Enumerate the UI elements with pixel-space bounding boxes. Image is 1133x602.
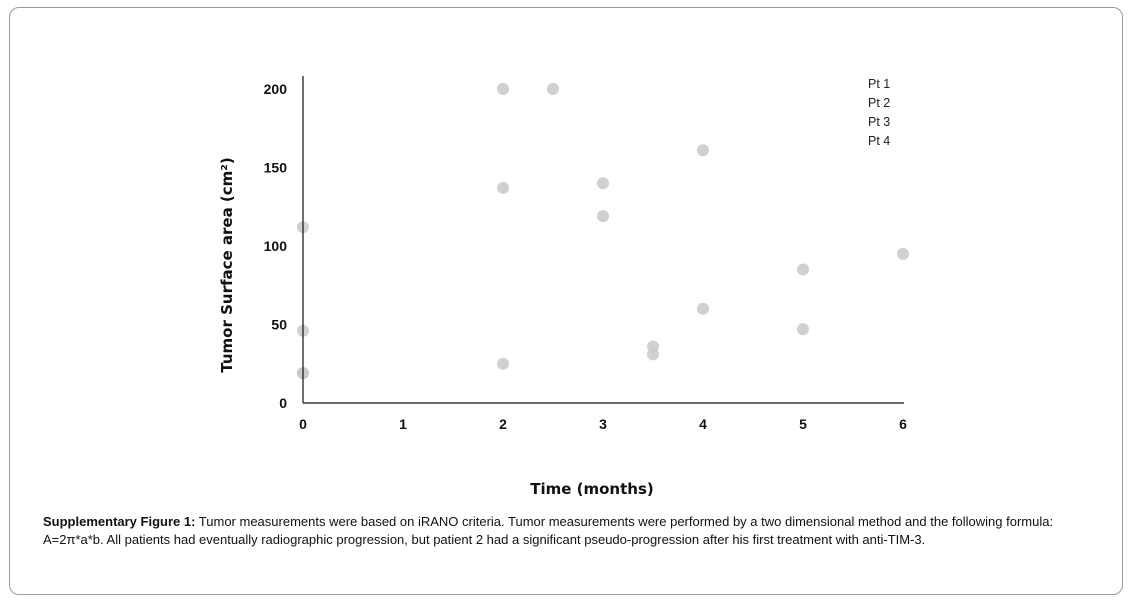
x-tick-label: 0 xyxy=(299,416,307,432)
legend-entry: Pt 1 xyxy=(868,77,890,91)
x-tick-label: 3 xyxy=(599,416,607,432)
y-tick-label: 200 xyxy=(264,81,288,97)
caption-lead: Supplementary Figure 1: xyxy=(43,514,196,529)
data-point-16 xyxy=(797,323,809,336)
data-point-10 xyxy=(597,210,609,223)
x-tick-label: 5 xyxy=(799,416,807,432)
scatter-chart: 0 1 2 3 4 5 6 0 50 100 150 200 Pt 1 Pt 2 Pt 3 Pt 4 Ti… xyxy=(218,76,909,498)
y-tick-label: 100 xyxy=(264,238,288,254)
y-tick-label: 50 xyxy=(271,317,287,333)
y-axis-title: Tumor Surface area (cm²) xyxy=(218,157,236,372)
x-tick-label: 2 xyxy=(499,416,507,432)
figure-frame xyxy=(9,7,1123,595)
legend-entry: Pt 3 xyxy=(868,115,890,129)
legend: Pt 1 Pt 2 Pt 3 Pt 4 xyxy=(868,77,890,148)
data-point-14 xyxy=(697,302,709,315)
data-point-5 xyxy=(497,83,509,95)
x-axis-title: Time (months) xyxy=(530,480,654,498)
figure-caption: Supplementary Figure 1: Tumor measuremen… xyxy=(43,513,1103,549)
x-tick-label: 1 xyxy=(399,416,407,432)
data-point-6 xyxy=(497,181,509,194)
data-point-15 xyxy=(797,263,809,276)
legend-entry: Pt 2 xyxy=(868,96,890,110)
data-point-7 xyxy=(497,357,509,370)
data-point-8 xyxy=(547,83,559,95)
y-tick-label: 150 xyxy=(264,160,288,176)
x-tick-label: 4 xyxy=(699,416,707,432)
caption-text: Tumor measurements were based on iRANO c… xyxy=(43,514,1054,547)
x-tick-labels: 0 1 2 3 4 5 6 xyxy=(299,416,907,432)
y-tick-labels: 0 50 100 150 200 xyxy=(264,81,288,411)
data-point-17 xyxy=(897,247,909,260)
legend-entry: Pt 4 xyxy=(868,134,890,148)
y-tick-label: 0 xyxy=(279,395,287,411)
points-layer xyxy=(297,83,909,380)
data-point-9 xyxy=(597,177,609,190)
x-tick-label: 6 xyxy=(899,416,907,432)
data-point-13 xyxy=(697,144,709,157)
data-point-12 xyxy=(647,348,659,361)
